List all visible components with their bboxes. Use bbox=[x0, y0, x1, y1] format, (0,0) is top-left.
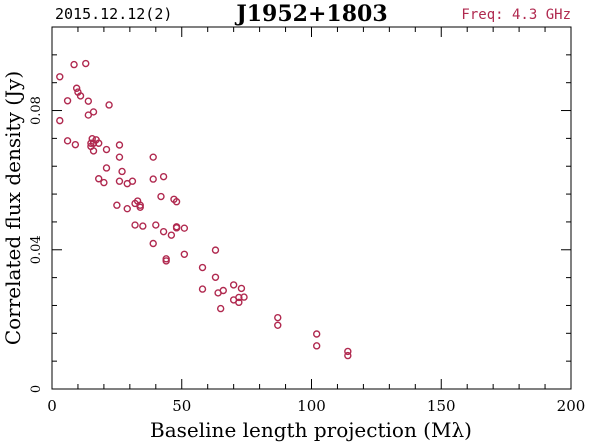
data-point bbox=[70, 60, 78, 69]
data-point bbox=[72, 84, 81, 92]
data-point bbox=[95, 139, 103, 147]
data-points bbox=[56, 59, 352, 360]
x-tick-label: 0 bbox=[47, 397, 57, 415]
data-point bbox=[157, 192, 165, 201]
data-point bbox=[274, 321, 282, 330]
data-point bbox=[56, 116, 64, 125]
data-point bbox=[63, 137, 72, 145]
data-point bbox=[89, 147, 98, 155]
x-axis-label: Baseline length projection (Mλ) bbox=[150, 418, 472, 442]
data-point bbox=[344, 351, 352, 360]
data-point bbox=[235, 298, 243, 307]
x-tick-label: 150 bbox=[427, 397, 456, 415]
data-point bbox=[84, 97, 93, 105]
data-point bbox=[237, 284, 246, 293]
data-point bbox=[118, 167, 126, 176]
data-point bbox=[312, 330, 321, 338]
y-axis-label: Correlated flux density (Jy) bbox=[1, 71, 25, 345]
data-point bbox=[211, 273, 220, 281]
data-point bbox=[152, 221, 160, 229]
data-point bbox=[88, 135, 96, 143]
data-point bbox=[128, 177, 137, 185]
data-point bbox=[71, 140, 80, 149]
data-point bbox=[240, 293, 248, 301]
data-point bbox=[312, 342, 321, 350]
data-point bbox=[198, 285, 207, 293]
chart-title: J1952+1803 bbox=[234, 1, 387, 27]
data-point bbox=[76, 92, 85, 100]
x-tick-label: 50 bbox=[172, 397, 191, 415]
data-point bbox=[102, 164, 111, 172]
data-point bbox=[219, 286, 227, 295]
data-point bbox=[149, 175, 157, 183]
data-point bbox=[149, 153, 157, 161]
data-point bbox=[115, 153, 124, 161]
data-point bbox=[172, 198, 181, 206]
data-point bbox=[56, 73, 64, 81]
data-point bbox=[198, 263, 207, 272]
data-point bbox=[115, 141, 124, 149]
y-tick-label: 0 bbox=[29, 385, 44, 393]
data-point bbox=[82, 59, 90, 68]
data-point bbox=[216, 304, 225, 313]
data-point bbox=[115, 177, 124, 185]
data-point bbox=[235, 293, 243, 302]
data-point bbox=[105, 101, 113, 109]
data-point bbox=[102, 145, 111, 154]
data-point bbox=[100, 178, 108, 187]
data-point bbox=[136, 203, 144, 212]
y-tick-label: 0.08 bbox=[29, 96, 44, 125]
data-point bbox=[63, 97, 72, 105]
data-point bbox=[89, 108, 98, 116]
chart-date-label: 2015.12.12(2) bbox=[55, 5, 172, 23]
data-point bbox=[84, 111, 93, 119]
x-tick-label: 100 bbox=[297, 397, 326, 415]
data-point bbox=[159, 172, 168, 181]
y-tick-label: 0.04 bbox=[29, 235, 44, 264]
data-point bbox=[95, 175, 103, 183]
data-point bbox=[87, 139, 95, 147]
data-point bbox=[211, 246, 220, 254]
data-point bbox=[149, 239, 157, 248]
axis-ticks: 0 50 100 150 200 0 0.04 0.08 bbox=[29, 26, 586, 415]
data-point bbox=[113, 201, 121, 209]
x-tick-label: 200 bbox=[557, 397, 586, 415]
data-point bbox=[344, 347, 352, 356]
data-point bbox=[159, 227, 168, 236]
data-point bbox=[172, 224, 181, 232]
data-point bbox=[123, 204, 131, 213]
data-point bbox=[139, 222, 147, 230]
data-point bbox=[131, 221, 139, 229]
data-point bbox=[180, 224, 189, 232]
data-point bbox=[274, 313, 282, 322]
data-point bbox=[180, 250, 189, 258]
data-point bbox=[229, 281, 238, 289]
data-point bbox=[162, 257, 170, 265]
data-point bbox=[167, 231, 176, 239]
chart-freq-label: Freq: 4.3 GHz bbox=[461, 7, 571, 23]
